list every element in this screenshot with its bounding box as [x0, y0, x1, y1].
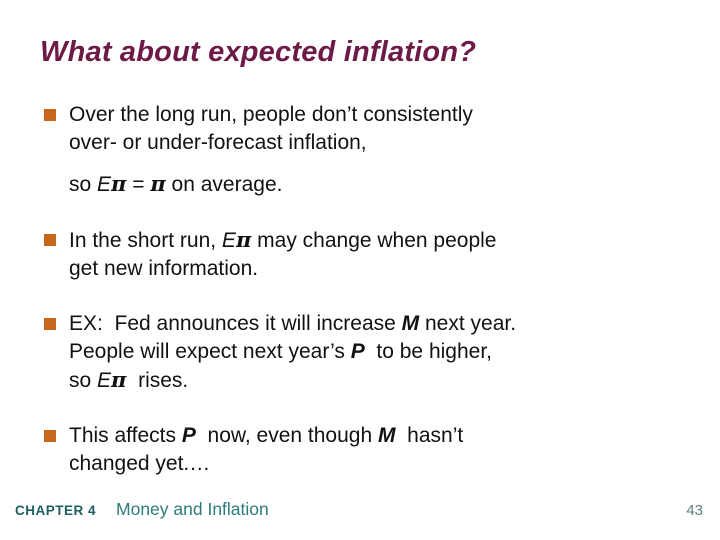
footer-section-title: Money and Inflation	[116, 499, 269, 519]
bullet-item: In the short run, Eπ may change when peo…	[44, 226, 692, 283]
footer-chapter-label: CHAPTER 4	[15, 503, 97, 518]
slide-title: What about expected inflation?	[40, 36, 477, 68]
bullet-text: Over the long run, people don’t consiste…	[69, 103, 473, 196]
bullet-item: EX: Fed announces it will increase M nex…	[44, 310, 692, 395]
bullet-item: Over the long run, people don’t consiste…	[44, 101, 692, 199]
bullet-square-icon	[44, 430, 56, 442]
page-number: 43	[686, 502, 703, 519]
bullet-item: This affects P now, even though M hasn’t…	[44, 422, 692, 478]
bullet-square-icon	[44, 234, 56, 246]
bullet-list: Over the long run, people don’t consiste…	[44, 101, 692, 478]
footer: CHAPTER 4 Money and Inflation 43	[15, 499, 703, 520]
bullet-square-icon	[44, 109, 56, 121]
bullet-text: EX: Fed announces it will increase M nex…	[69, 312, 517, 392]
bullet-text: This affects P now, even though M hasn’t…	[69, 424, 464, 475]
bullet-text: In the short run, Eπ may change when peo…	[69, 227, 497, 280]
bullet-square-icon	[44, 318, 56, 330]
